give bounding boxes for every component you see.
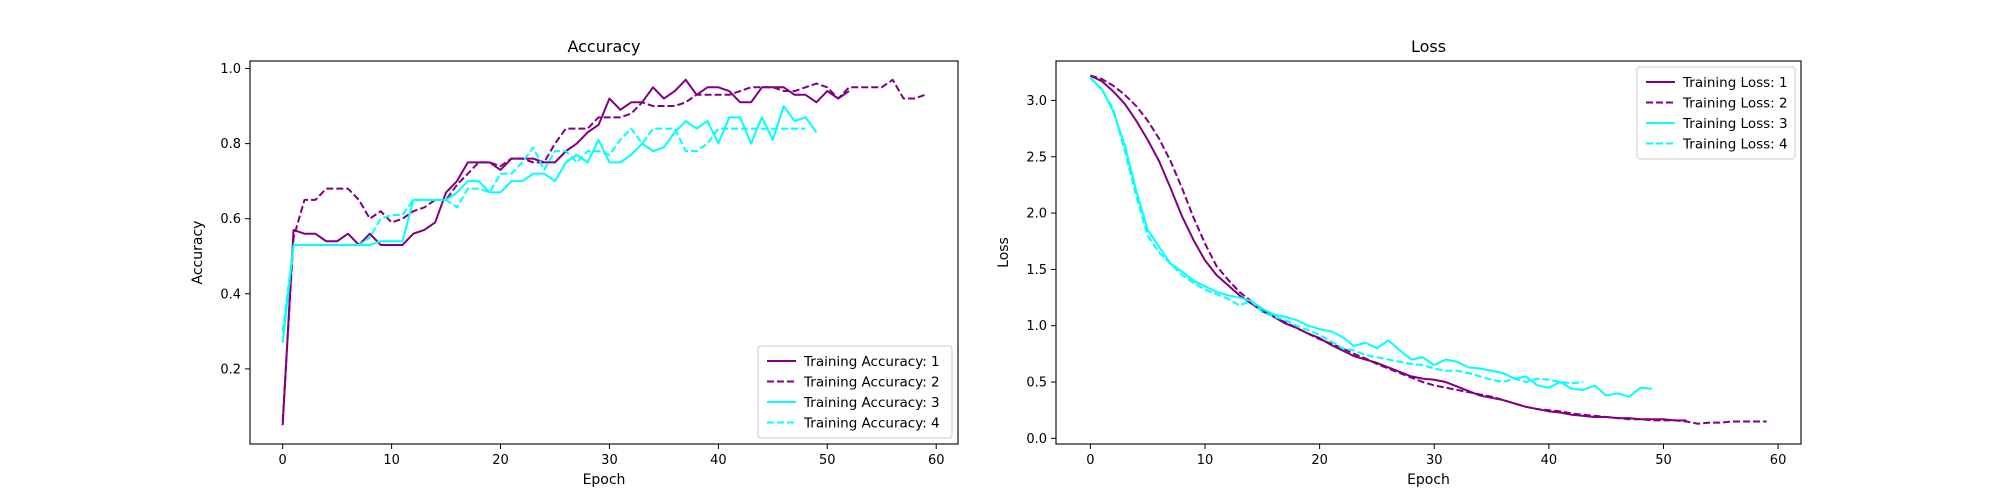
legend: Training Loss: 1 Training Loss: 2 Training…	[1637, 67, 1795, 159]
legend-entry-label: Training Accuracy: 3	[803, 395, 940, 411]
x-tick-label: 40	[1541, 453, 1558, 468]
x-tick-label: 0	[1086, 453, 1094, 468]
chart-accuracy: 0 10 20 30 40 50 60 0.2 0.4 0.6 0.8 1.0 Accuracy Epoc…	[190, 37, 958, 488]
y-tick-label: 0.4	[220, 287, 241, 302]
y-tick-label: 0.0	[1026, 432, 1047, 447]
series-line-training-loss-4	[1090, 78, 1583, 383]
x-tick-label: 10	[383, 453, 400, 468]
y-tick-label: 1.0	[1026, 319, 1047, 334]
x-tick-label: 60	[1770, 453, 1787, 468]
y-axis-label: Accuracy	[190, 221, 206, 285]
y-tick-label: 3.0	[1026, 94, 1047, 109]
x-tick-label: 20	[492, 453, 509, 468]
legend-entry-label: Training Accuracy: 4	[803, 416, 940, 432]
chart-loss: 0 10 20 30 40 50 60 0.0 0.5 1.0 1.5 2.0 2.5 3.0 Loss Ep…	[996, 37, 1801, 488]
legend-entry-label: Training Accuracy: 1	[803, 354, 940, 370]
x-tick-label: 40	[710, 453, 727, 468]
legend-entry-label: Training Loss: 4	[1682, 137, 1788, 153]
y-tick-label: 0.6	[220, 212, 241, 227]
y-axis-label: Loss	[996, 237, 1012, 268]
series-line-training-loss-1	[1090, 76, 1686, 421]
legend-entry-label: Training Loss: 1	[1682, 75, 1788, 91]
chart-title: Loss	[1411, 37, 1446, 56]
x-tick-label: 10	[1197, 453, 1214, 468]
y-tick-label: 2.5	[1026, 150, 1047, 165]
x-tick-label: 50	[1655, 453, 1672, 468]
y-tick-label: 1.5	[1026, 263, 1047, 278]
series-line-training-loss-3	[1090, 78, 1652, 397]
x-tick-label: 0	[279, 453, 287, 468]
series-line-training-accuracy-4	[283, 129, 806, 332]
legend-entry-label: Training Loss: 3	[1682, 116, 1788, 132]
y-tick-label: 0.2	[220, 362, 241, 377]
legend-entry-label: Training Accuracy: 2	[803, 375, 940, 391]
y-tick-label: 0.8	[220, 137, 241, 152]
series-line-training-accuracy-3	[283, 106, 817, 343]
x-axis-label: Epoch	[583, 472, 626, 488]
x-tick-label: 30	[1426, 453, 1443, 468]
y-tick-label: 2.0	[1026, 207, 1047, 222]
y-tick-label: 1.0	[220, 62, 241, 77]
x-tick-label: 50	[819, 453, 836, 468]
x-tick-label: 60	[928, 453, 945, 468]
x-tick-label: 20	[1311, 453, 1328, 468]
legend-entry-label: Training Loss: 2	[1682, 96, 1788, 112]
y-tick-label: 0.5	[1026, 376, 1047, 391]
x-axis-label: Epoch	[1407, 472, 1450, 488]
x-tick-label: 30	[601, 453, 618, 468]
legend: Training Accuracy: 1 Training Accuracy: 2…	[758, 346, 952, 438]
chart-title: Accuracy	[567, 37, 640, 56]
